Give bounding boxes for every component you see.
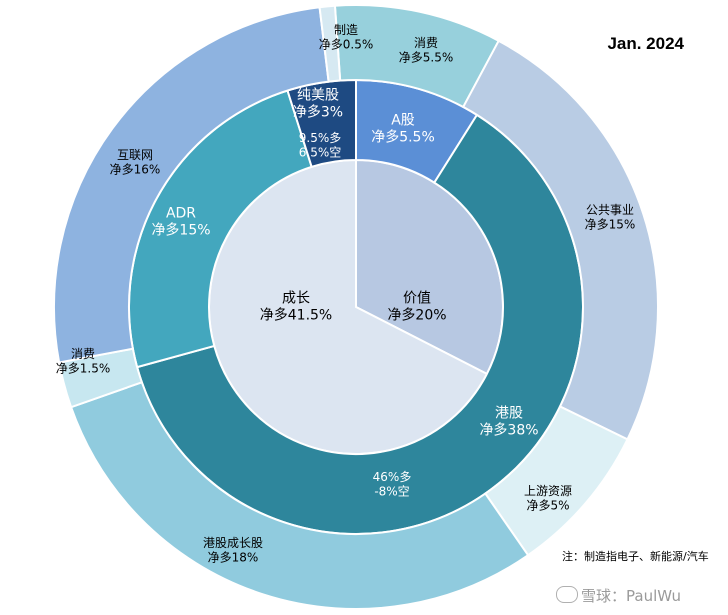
watermark: 雪球：PaulWu — [556, 585, 681, 606]
middle-label-0: A股净多5.5% — [371, 113, 435, 146]
outer-label-2: 上游资源净多5% — [524, 484, 572, 513]
middle-label-1: 港股净多38% — [479, 406, 538, 439]
outer-label-4: 消费净多1.5% — [56, 347, 111, 376]
outer-label-3: 港股成长股净多18% — [203, 536, 263, 565]
outer-label-6: 制造净多0.5% — [319, 23, 374, 52]
inner-label-0: 价值净多20% — [387, 291, 446, 324]
snowball-logo-icon — [556, 586, 578, 603]
outer-slice-6 — [318, 4, 342, 83]
watermark-text: 雪球：PaulWu — [581, 587, 682, 605]
middle-label-3: 纯美股净多3% — [293, 88, 343, 121]
date-label: Jan. 2024 — [607, 34, 684, 53]
us-long-short-annotation: 9.5%多 6.5%空 — [299, 131, 342, 160]
outer-label-5: 互联网净多16% — [110, 148, 161, 177]
outer-slice-5 — [53, 6, 330, 364]
outer-label-0: 消费净多5.5% — [399, 36, 454, 65]
footnote: 注：制造指电子、新能源/汽车 — [562, 550, 709, 563]
middle-label-2: ADR 净多15% — [151, 206, 210, 239]
hk-long-short-annotation: 46%多-8%空 — [373, 470, 412, 499]
outer-slice-3 — [69, 380, 530, 610]
inner-label-1: 成长净多41.5% — [260, 291, 332, 324]
outer-label-1: 公共事业净多15% — [585, 203, 636, 232]
